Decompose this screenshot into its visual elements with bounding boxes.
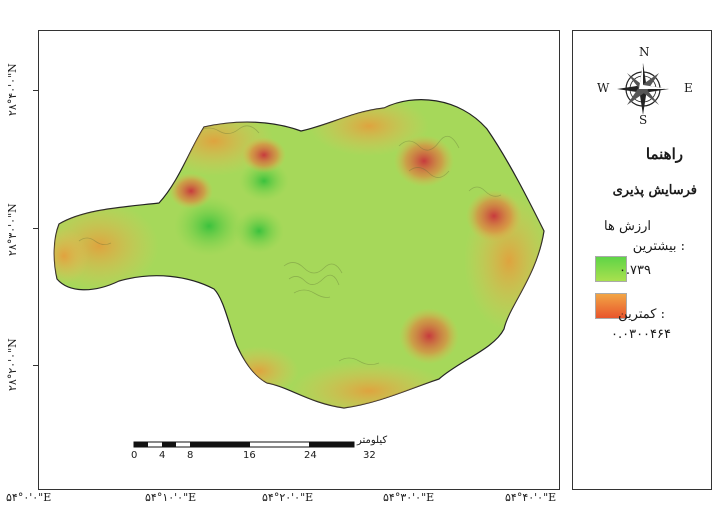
legend-low-value: ۰.۰۳۰۰۴۶۴ <box>611 327 671 342</box>
scale-bar <box>133 441 355 448</box>
compass-rose-icon <box>617 63 669 115</box>
lat-tick <box>33 365 38 366</box>
scale-tick-24: 24 <box>304 450 317 461</box>
legend-low-label: : کمترین <box>618 307 665 322</box>
compass-e: E <box>684 81 693 95</box>
scale-tick-8: 8 <box>187 450 194 461</box>
lon-label-4: ۵۴°۳۰'۰"E <box>383 491 435 504</box>
legend-high-value: ۰.۷۳۹ <box>618 263 651 278</box>
lon-label-2: ۵۴°۱۰'۰"E <box>145 491 197 504</box>
erodibility-map <box>53 99 545 448</box>
legend-low-swatch <box>595 293 627 319</box>
legend-title: راهنما <box>645 145 683 163</box>
lon-label-3: ۵۴°۲۰'۰"E <box>262 491 314 504</box>
lon-label-5: ۵۴°۴۰'۰"E <box>505 491 557 504</box>
map-frame: 0 4 8 16 24 32 کیلومتر <box>38 30 560 490</box>
lat-label-1: ۲۸°۴۰'۰"N <box>6 63 19 117</box>
legend-high-label: : بیشترین <box>632 239 685 254</box>
scale-tick-16: 16 <box>243 450 256 461</box>
legend-panel: N S W E راهنما فرسایش پذیری ارزش ها : بی… <box>572 30 712 490</box>
legend-layer-name: فرسایش پذیری <box>612 183 697 198</box>
legend-values-heading: ارزش ها <box>604 219 651 234</box>
scale-unit: کیلومتر <box>357 435 388 446</box>
lat-label-2: ۲۸°۳۰'۰"N <box>6 203 19 257</box>
scale-tick-4: 4 <box>159 450 166 461</box>
legend-high-swatch <box>595 256 627 282</box>
scale-tick-0: 0 <box>131 450 138 461</box>
lat-label-3: ۲۸°۲۰'۰"N <box>6 338 19 392</box>
scale-tick-32: 32 <box>363 450 376 461</box>
lat-tick <box>33 90 38 91</box>
compass-w: W <box>597 81 610 95</box>
compass-s: S <box>639 113 648 127</box>
compass-n: N <box>639 45 650 59</box>
lon-label-1: ۵۴°۰'۰"E <box>6 491 52 504</box>
lat-tick <box>33 228 38 229</box>
